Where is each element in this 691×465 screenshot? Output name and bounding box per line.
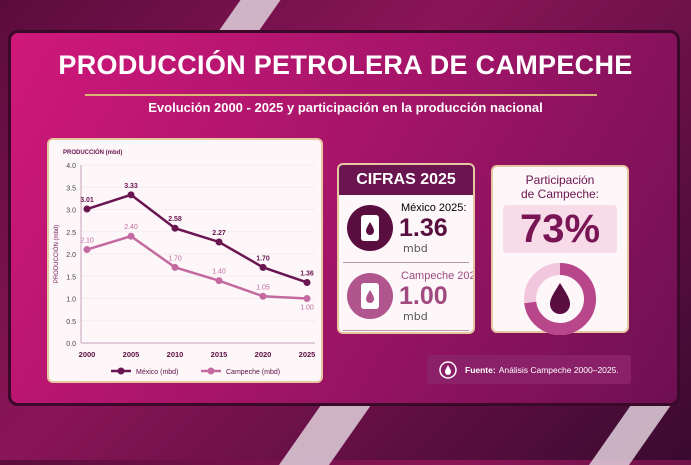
cifras-title: CIFRAS 2025 xyxy=(339,165,473,195)
data-label: 1.70 xyxy=(256,255,270,262)
data-label: 2.58 xyxy=(168,216,182,223)
donut-share-arc xyxy=(524,263,596,335)
data-point xyxy=(303,278,311,286)
legend-marker xyxy=(117,367,125,375)
y-tick-label: 0.0 xyxy=(66,341,76,348)
page-subtitle: Evolución 2000 - 2025 y participación en… xyxy=(148,100,543,115)
data-label: 1.40 xyxy=(212,269,226,276)
y-tick-label: 3.0 xyxy=(66,208,76,215)
mexico-label: México 2025: xyxy=(401,202,467,214)
source-text: Análisis Campeche 2000–2025. xyxy=(498,364,619,375)
legend-label: Campeche (mbd) xyxy=(226,369,280,376)
data-label: 2.40 xyxy=(124,224,138,231)
data-label: 2.27 xyxy=(212,230,226,237)
oil-drop-icon xyxy=(439,360,457,379)
campeche-value: 1.00 xyxy=(399,282,448,310)
title-divider xyxy=(85,94,597,96)
mexico-value: 1.36 xyxy=(399,214,448,242)
series-line xyxy=(86,234,308,300)
oil-barrel-icon xyxy=(347,273,393,319)
share-donut xyxy=(524,263,596,335)
mexico-unit: mbd xyxy=(403,242,428,255)
x-tick-label: 2015 xyxy=(211,350,228,359)
campeche-stat: Campeche 2025: 1.00 mbd xyxy=(343,263,473,331)
background-stripe xyxy=(219,0,281,30)
background-stripe xyxy=(278,405,372,465)
oil-barrel-icon xyxy=(347,205,393,251)
series-line xyxy=(86,193,308,284)
y-tick-label: 2.0 xyxy=(66,252,76,259)
x-tick-label: 2010 xyxy=(167,350,184,359)
legend-marker xyxy=(207,367,215,375)
participacion-label-1: Participación xyxy=(525,173,595,187)
line-chart-card: PRODUCCIÓN (mbd) PRODUCCIÓN (mbd) 0.0 0.5 1.… xyxy=(47,138,323,383)
x-tick-label: 2020 xyxy=(255,350,272,359)
y-tick-label: 3.5 xyxy=(66,185,76,192)
y-tick-label: 1.5 xyxy=(66,274,76,281)
data-point xyxy=(215,238,223,246)
data-point xyxy=(171,224,179,232)
data-label: 2.10 xyxy=(80,238,94,245)
data-label: 3.33 xyxy=(124,183,138,190)
data-point xyxy=(171,263,179,271)
campeche-label: Campeche 2025: xyxy=(401,270,475,282)
oil-drop-icon xyxy=(550,283,570,314)
x-tick-label: 2000 xyxy=(79,350,96,359)
source-note: Fuente: Análisis Campeche 2000–2025. xyxy=(427,355,631,384)
data-point xyxy=(127,232,135,240)
legend-label: México (mbd) xyxy=(136,369,178,376)
page-title: PRODUCCIÓN PETROLERA DE CAMPECHE xyxy=(58,50,633,80)
data-point xyxy=(215,277,223,285)
cifras-card: CIFRAS 2025 México 2025: 1.36 mbd Campec… xyxy=(337,163,475,334)
data-point xyxy=(259,263,267,271)
data-point xyxy=(83,205,91,213)
participacion-label-2: de Campeche: xyxy=(520,187,600,201)
data-point xyxy=(303,295,311,302)
x-tick-label: 2025 xyxy=(299,350,316,359)
campeche-unit: mbd xyxy=(403,310,428,323)
participacion-value: 73% xyxy=(503,205,617,253)
y-tick-label: 2.5 xyxy=(66,230,76,237)
data-label: 1.00 xyxy=(300,305,314,312)
mexico-stat: México 2025: 1.36 mbd xyxy=(343,195,469,263)
data-point xyxy=(259,292,267,300)
data-point xyxy=(127,191,135,199)
y-tick-label: 1.0 xyxy=(66,297,76,304)
data-label: 1.05 xyxy=(256,284,270,291)
data-point xyxy=(83,246,91,254)
participacion-card: Participación de Campeche: 73% xyxy=(491,165,629,335)
y-tick-label: 0.5 xyxy=(66,319,76,326)
line-chart: PRODUCCIÓN (mbd) PRODUCCIÓN (mbd) 0.0 0.5 1.… xyxy=(53,148,316,376)
x-tick-label: 2005 xyxy=(123,350,140,359)
y-tick-label: 4.0 xyxy=(66,163,76,170)
chart-title: PRODUCCIÓN (mbd) xyxy=(63,148,122,156)
background-stripe xyxy=(588,405,672,465)
data-label: 1.36 xyxy=(300,270,314,277)
data-label: 1.70 xyxy=(168,255,182,262)
y-axis-label: PRODUCCIÓN (mbd) xyxy=(53,225,60,283)
source-label: Fuente: xyxy=(465,364,496,375)
data-label: 3.01 xyxy=(80,197,94,204)
